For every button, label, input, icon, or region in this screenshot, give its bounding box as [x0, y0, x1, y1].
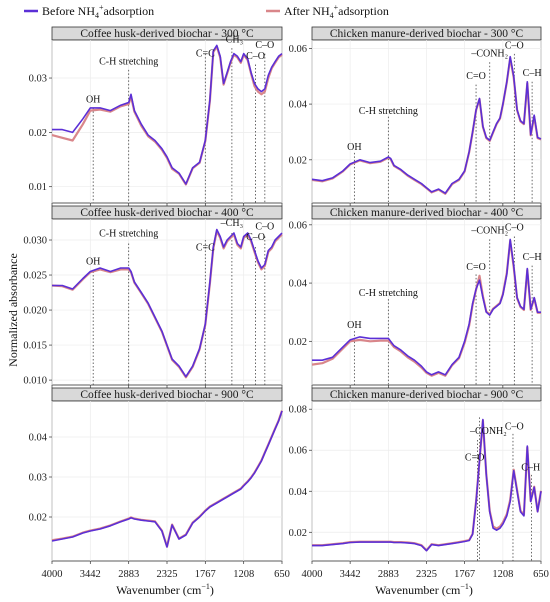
annotation-label: C–O [246, 232, 265, 243]
annotation-label: C-H stretching [359, 106, 418, 117]
annotation-label: C–O [246, 51, 265, 62]
y-tick-label: 0.02 [29, 128, 47, 139]
x-tick-label: 2325 [416, 569, 437, 580]
annotation-label: –CH₃ [220, 35, 243, 46]
y-tick-label: 0.04 [289, 100, 308, 111]
annotation-label: C–O [255, 222, 274, 233]
y-axis-title: Normalized absorbance [6, 253, 20, 367]
annotation-label: OH [347, 320, 361, 331]
series-before-line [52, 228, 283, 378]
gridlines [311, 401, 542, 561]
y-tick-label: 0.02 [289, 337, 307, 348]
y-tick-label: 0.08 [289, 405, 307, 416]
panel-title: Coffee husk-derived biochar - 400 °C [80, 207, 254, 219]
x-tick-labels-left: 4000 3442 2883 2325 1767 1208 650 [42, 569, 290, 580]
series-before-line [52, 44, 283, 185]
series-before-line [312, 238, 541, 376]
panel-title: Coffee husk-derived biochar - 900 °C [80, 389, 254, 401]
y-tick-label: 0.020 [23, 306, 47, 317]
y-tick-label: 0.02 [29, 513, 47, 524]
series-before-line [312, 418, 542, 552]
gridlines [311, 40, 542, 203]
x-tick-label: 650 [274, 569, 290, 580]
x-tick-label: 4000 [42, 569, 63, 580]
panel-chicken-900: Chicken manure-derived biochar - 900 °C 0… [289, 387, 543, 564]
annotation-label: C=O [466, 262, 486, 273]
x-tick-label: 3442 [340, 569, 361, 580]
x-tick-label: 1767 [195, 569, 216, 580]
gridlines [51, 401, 283, 561]
x-tick-labels-right: 4000 3442 2883 2325 1767 1208 650 [302, 569, 549, 580]
x-tick-label: 4000 [302, 569, 323, 580]
annotation-label: C–H [521, 463, 540, 474]
x-tick-label: 2883 [378, 569, 399, 580]
panel-title: Coffee husk-derived biochar - 300 °C [80, 28, 254, 40]
y-tick-label: 0.02 [289, 155, 307, 166]
annotation-label: C-H stretching [359, 288, 418, 299]
y-tick-label: 0.010 [23, 376, 47, 387]
panel-title: Chicken manure-derived biochar - 400 °C [330, 207, 524, 219]
annotation-label: OH [347, 142, 361, 153]
y-tick-label: 0.04 [29, 433, 48, 444]
y-tick-label: 0.030 [23, 236, 47, 247]
annotation-label: OH [86, 94, 100, 105]
x-tick-label: 1208 [233, 569, 254, 580]
legend-before-label: Before NH4+adsorption [42, 3, 154, 20]
annotation-label: C-H stretching [99, 56, 158, 67]
x-tick-label: 1208 [492, 569, 513, 580]
y-tick-label: 0.04 [289, 279, 308, 290]
y-tick-label: 0.06 [289, 446, 307, 457]
y-tick-label: 0.01 [29, 182, 47, 193]
annotation-label: –CONH₂ [470, 226, 508, 237]
series-before-line [51, 410, 283, 548]
annotation-label: C=C [196, 243, 215, 254]
panel-chicken-300: Chicken manure-derived biochar - 300 °C 0… [289, 26, 542, 206]
y-tick-label: 0.04 [289, 487, 308, 498]
y-tick-label: 0.015 [23, 341, 47, 352]
x-tick-label: 2883 [118, 569, 139, 580]
legend-after-label: After NH4+adsorption [284, 3, 389, 20]
annotation-label: –CH₃ [220, 218, 243, 229]
x-tick-label: 2325 [157, 569, 178, 580]
panel-title: Chicken manure-derived biochar - 300 °C [330, 28, 524, 40]
panel-coffee-400: Coffee husk-derived biochar - 400 °C 0.01… [23, 205, 283, 388]
gridlines [311, 219, 542, 385]
annotation-label: C–O [505, 223, 524, 234]
y-tick-label: 0.06 [289, 44, 307, 55]
panel-coffee-900: Coffee husk-derived biochar - 900 °C 0.02… [29, 387, 284, 564]
legend: Before NH4+adsorption After NH4+adsorpti… [24, 3, 389, 20]
annotation-label: –CONH₂ [469, 426, 507, 437]
series-before-line [311, 55, 542, 194]
annotation-label: C=O [466, 71, 486, 82]
panel-title: Chicken manure-derived biochar - 900 °C [330, 389, 524, 401]
y-tick-label: 0.03 [29, 473, 47, 484]
annotation-label: C–O [505, 422, 524, 433]
y-tick-label: 0.03 [29, 74, 47, 85]
annotation-label: C–O [505, 40, 524, 51]
annotation-label: C–H [523, 68, 542, 79]
annotation-label: OH [86, 257, 100, 268]
y-tick-label: 0.025 [23, 271, 47, 282]
x-tick-label: 3442 [80, 569, 101, 580]
y-tick-label: 0.06 [289, 220, 307, 231]
annotation-label: C–O [255, 40, 274, 51]
x-tick-label: 1767 [454, 569, 475, 580]
x-tick-label: 650 [533, 569, 549, 580]
annotation-label: C-H stretching [99, 229, 158, 240]
y-tick-label: 0.02 [289, 528, 307, 539]
panel-coffee-300: Coffee husk-derived biochar - 300 °C 0.01… [29, 26, 283, 206]
annotation-label: C–H [523, 252, 542, 263]
x-axis-title-right: Wavenumber (cm−1) [375, 582, 473, 597]
annotation-label: C=O [465, 452, 485, 463]
x-axis-title-left: Wavenumber (cm−1) [116, 582, 214, 597]
panel-chicken-400: Chicken manure-derived biochar - 400 °C 0… [289, 205, 542, 388]
annotation-label: C=C [196, 48, 215, 59]
annotation-label: –CONH₂ [470, 49, 508, 60]
